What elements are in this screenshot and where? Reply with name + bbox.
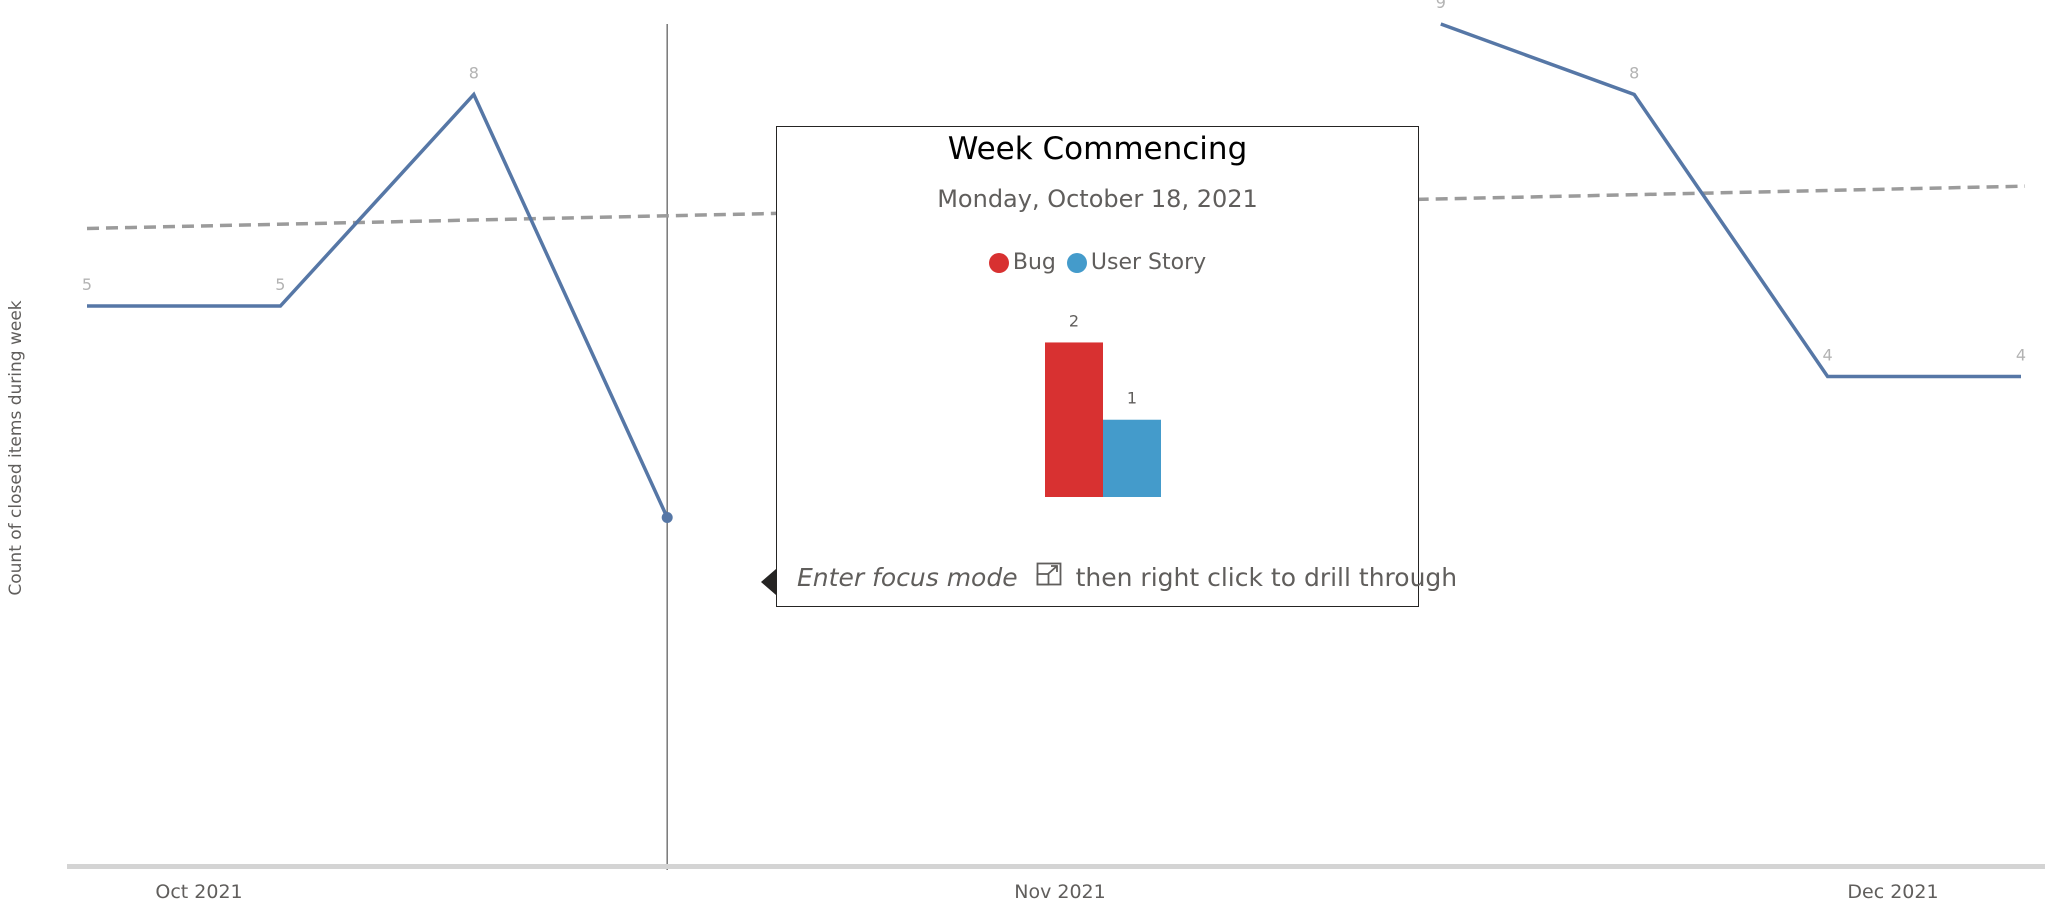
- bar-label-bug: 2: [1069, 311, 1079, 330]
- tooltip-bar-chart: 2 1: [1045, 311, 1161, 497]
- x-axis-line: [67, 864, 2045, 869]
- tooltip-footer: Enter focus mode then right click to dri…: [797, 562, 1457, 592]
- x-tick-label: Dec 2021: [1847, 881, 1938, 903]
- x-axis-ticks: Oct 2021 Nov 2021 Dec 2021: [155, 881, 1938, 903]
- data-label: 5: [275, 275, 285, 294]
- x-tick-label: Oct 2021: [155, 881, 242, 903]
- tooltip-pointer: [761, 569, 776, 595]
- legend-item-user-story: User Story: [1066, 250, 1207, 275]
- data-label: 8: [469, 64, 479, 83]
- data-labels-group: 5 5 8 9 8 4 4: [82, 0, 2026, 365]
- tooltip: Week Commencing Monday, October 18, 2021…: [776, 126, 1457, 607]
- legend-dot-user-story: [1066, 252, 1087, 273]
- data-label: 5: [82, 275, 92, 294]
- data-label: 8: [1629, 64, 1639, 83]
- tooltip-subtitle: Monday, October 18, 2021: [937, 185, 1258, 213]
- legend-label-bug: Bug: [1012, 250, 1056, 275]
- focus-mode-icon[interactable]: [1036, 562, 1062, 592]
- legend-item-bug: Bug: [988, 250, 1056, 275]
- legend-dot-bug: [988, 252, 1009, 273]
- drill-through-text: then right click to drill through: [1075, 562, 1458, 592]
- bar-bug: [1045, 342, 1103, 497]
- hovered-data-point[interactable]: [661, 512, 673, 523]
- data-label: 4: [1823, 346, 1833, 365]
- series-line: [1440, 22, 2021, 379]
- bar-label-user-story: 1: [1127, 389, 1137, 408]
- data-label: 9: [1436, 0, 1446, 12]
- y-axis-label: Count of closed items during week: [6, 300, 26, 595]
- focus-mode-text: Enter focus mode: [797, 562, 1018, 592]
- series-group: [87, 22, 2021, 523]
- bar-user-story: [1103, 419, 1161, 497]
- tooltip-legend: Bug User Story: [777, 250, 1418, 279]
- legend-label-user-story: User Story: [1090, 250, 1207, 275]
- tooltip-title: Week Commencing: [947, 131, 1248, 167]
- series-line: [87, 91, 669, 519]
- data-label: 4: [2016, 346, 2026, 365]
- x-tick-label: Nov 2021: [1014, 881, 1105, 903]
